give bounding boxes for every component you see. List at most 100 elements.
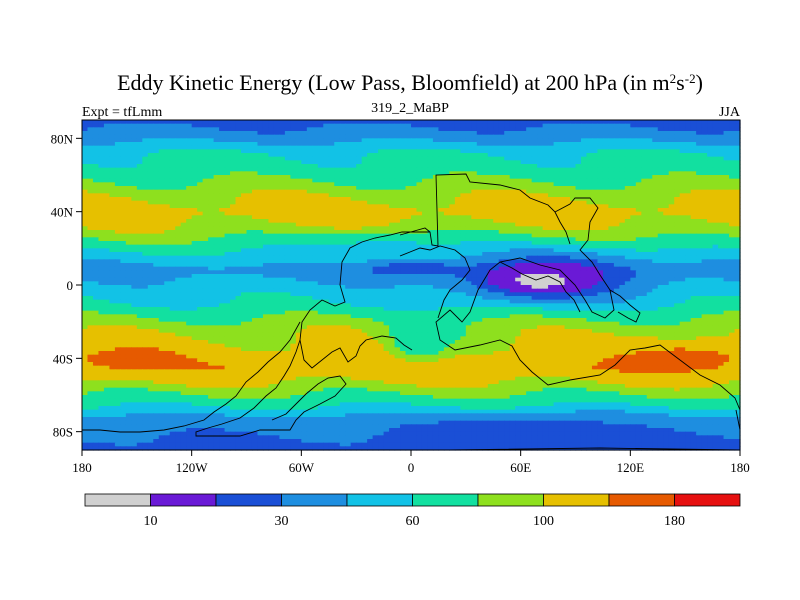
map-cell: [208, 178, 215, 183]
map-cell: [306, 167, 313, 172]
map-cell: [405, 241, 412, 246]
map-cell: [630, 193, 637, 198]
map-cell: [460, 200, 467, 205]
map-cell: [663, 230, 670, 235]
map-cell: [580, 233, 588, 238]
map-cell: [641, 204, 648, 209]
map-cell: [504, 226, 511, 231]
map-cell: [345, 123, 352, 128]
map-cell: [213, 230, 220, 235]
map-cell: [630, 123, 637, 128]
map-cell: [493, 167, 500, 172]
map-cell: [504, 219, 511, 224]
map-cell: [180, 208, 187, 213]
map-cell: [328, 215, 335, 220]
map-cell: [443, 160, 450, 165]
map-cell: [723, 193, 730, 198]
map-cell: [295, 211, 302, 216]
map-cell: [460, 167, 467, 172]
map-cell: [421, 127, 429, 132]
map-cell: [301, 123, 308, 128]
map-cell: [537, 266, 544, 271]
map-cell: [372, 215, 379, 220]
map-cell: [230, 248, 237, 253]
map-cell: [498, 241, 505, 246]
map-cell: [421, 171, 429, 176]
map-cell: [92, 208, 100, 213]
map-cell: [306, 208, 313, 213]
map-cell: [411, 226, 418, 231]
map-cell: [635, 252, 642, 257]
map-cell: [142, 153, 149, 158]
map-cell: [471, 270, 478, 275]
map-cell: [630, 164, 637, 169]
map-cell: [613, 134, 620, 139]
map-cell: [383, 208, 390, 213]
map-cell: [241, 167, 248, 172]
map-cell: [559, 204, 566, 209]
map-cell: [608, 123, 615, 128]
map-cell: [131, 164, 138, 169]
map-cell: [729, 252, 736, 257]
map-cell: [284, 241, 291, 246]
map-cell: [460, 178, 467, 183]
map-cell: [125, 233, 132, 238]
map-cell: [449, 241, 456, 246]
map-cell: [131, 263, 138, 268]
map-cell: [164, 149, 171, 154]
map-cell: [186, 255, 193, 260]
map-cell: [416, 127, 423, 132]
map-cell: [690, 120, 697, 125]
map-cell: [257, 175, 264, 180]
map-cell: [580, 127, 588, 132]
map-cell: [98, 138, 105, 143]
map-cell: [646, 259, 653, 264]
map-cell: [279, 175, 286, 180]
map-cell: [136, 138, 143, 143]
map-cell: [284, 123, 291, 128]
map-cell: [465, 171, 472, 176]
map-cell: [361, 241, 368, 246]
map-cell: [476, 189, 483, 194]
map-cell: [328, 222, 335, 227]
map-cell: [114, 178, 121, 183]
map-cell: [586, 175, 593, 180]
map-cell: [208, 241, 215, 246]
map-cell: [284, 259, 291, 264]
map-cell: [613, 222, 620, 227]
map-cell: [641, 237, 648, 242]
map-cell: [526, 160, 533, 165]
map-cell: [608, 263, 615, 268]
map-cell: [323, 149, 330, 154]
map-cell: [350, 171, 357, 176]
map-cell: [230, 145, 237, 150]
map-cell: [586, 252, 593, 257]
map-cell: [526, 255, 533, 260]
map-cell: [334, 171, 341, 176]
map-cell: [619, 153, 626, 158]
map-cell: [707, 186, 714, 191]
map-cell: [608, 226, 615, 231]
map-cell: [175, 244, 182, 249]
map-cell: [548, 208, 555, 213]
map-cell: [208, 248, 215, 253]
map-cell: [575, 131, 582, 136]
map-cell: [367, 138, 374, 143]
map-cell: [526, 237, 533, 242]
map-cell: [158, 263, 165, 268]
map-cell: [668, 120, 675, 125]
map-cell: [668, 197, 675, 202]
map-cell: [197, 178, 204, 183]
map-cell: [504, 182, 511, 187]
map-cell: [334, 237, 341, 242]
map-cell: [312, 160, 319, 165]
map-cell: [712, 167, 719, 172]
map-cell: [668, 230, 675, 235]
map-cell: [411, 156, 418, 161]
map-cell: [394, 131, 401, 136]
map-cell: [663, 197, 670, 202]
map-cell: [372, 164, 379, 169]
map-cell: [230, 127, 237, 132]
map-cell: [323, 237, 330, 242]
map-cell: [405, 164, 412, 169]
